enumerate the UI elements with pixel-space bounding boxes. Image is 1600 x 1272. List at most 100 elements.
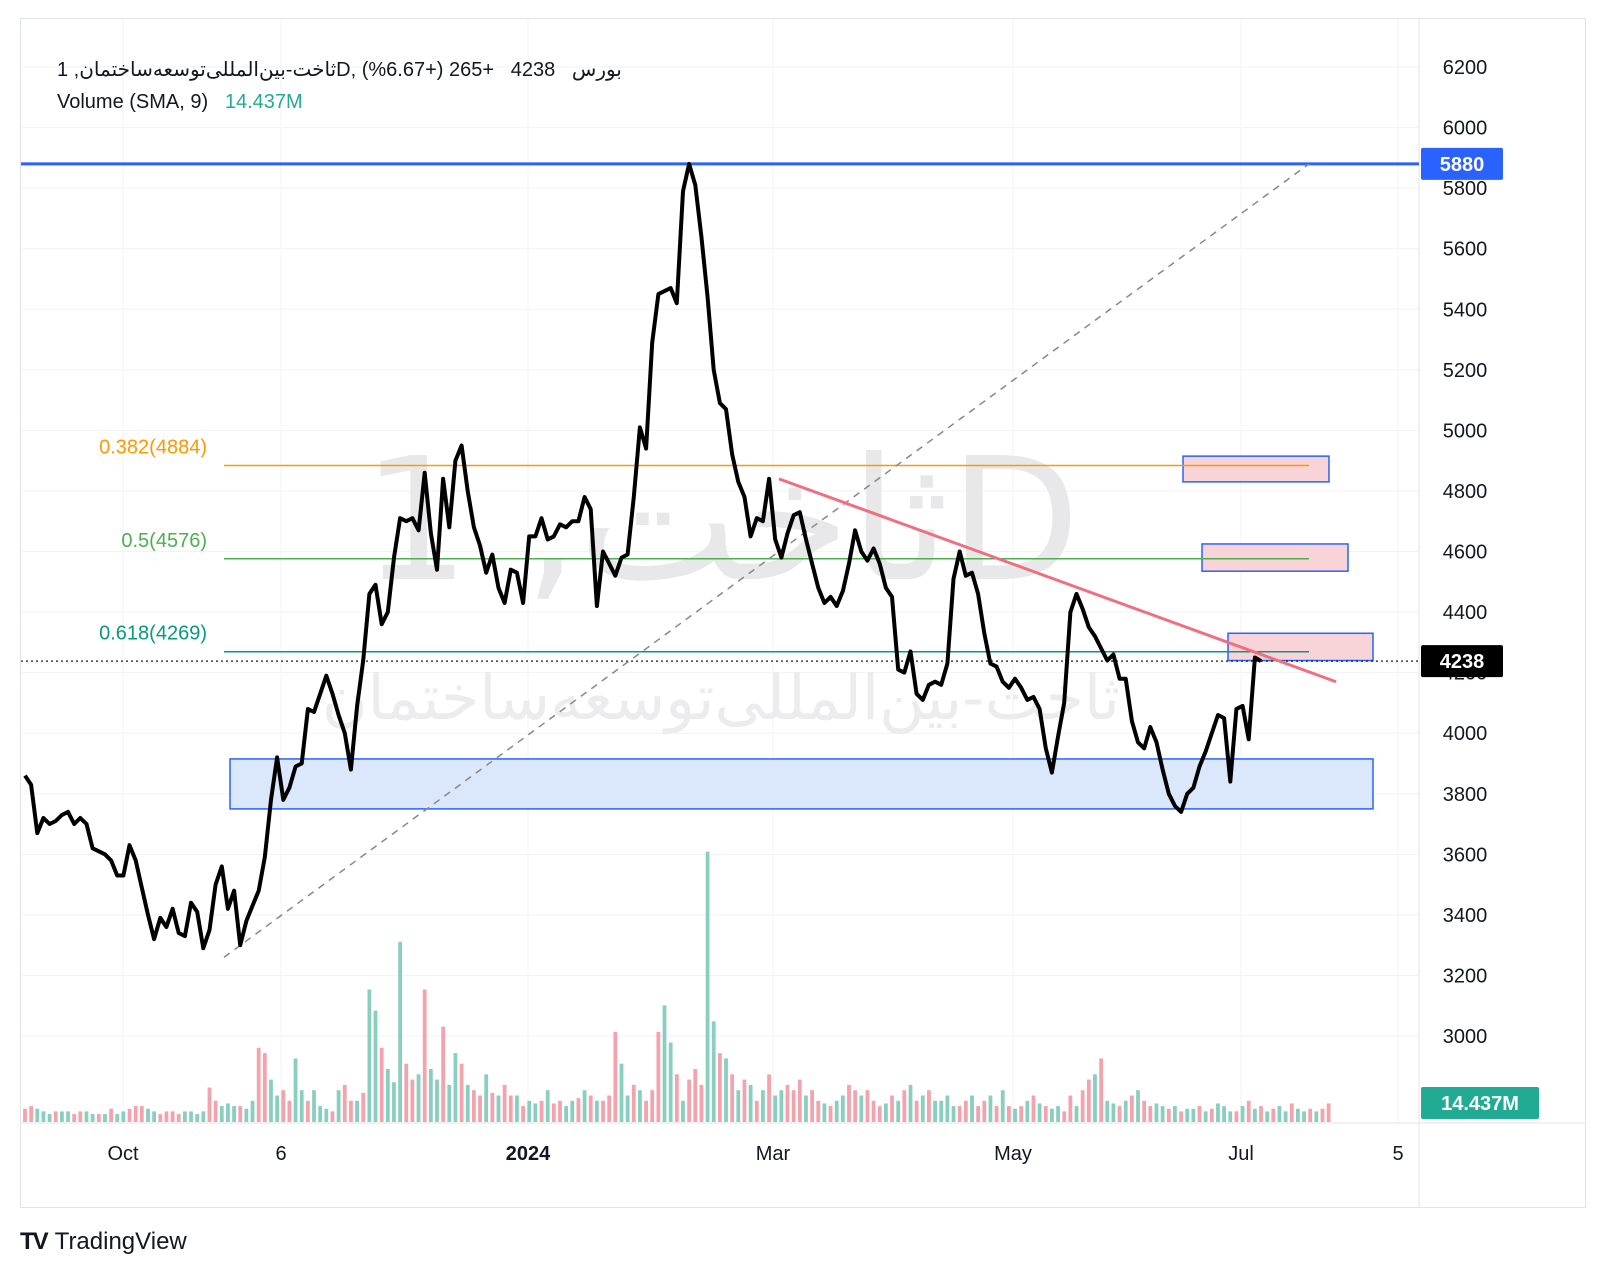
volume-bar	[521, 1106, 525, 1122]
volume-bar	[662, 1005, 667, 1122]
volume-bar	[1252, 1108, 1257, 1122]
y-tick-label: 4400	[1443, 602, 1488, 624]
volume-bar	[1160, 1106, 1165, 1122]
volume-bar	[219, 1106, 224, 1122]
volume-bar	[1222, 1106, 1227, 1122]
volume-bar	[877, 1106, 882, 1122]
resistance-zone-2	[1201, 543, 1349, 572]
volume-bar	[1216, 1103, 1220, 1122]
volume-bar	[373, 1010, 378, 1122]
volume-bar	[828, 1106, 833, 1122]
volume-bar	[668, 1042, 673, 1122]
y-tick-label: 6000	[1443, 118, 1488, 140]
volume-bar	[1105, 1100, 1110, 1122]
y-tick-label: 3200	[1443, 965, 1488, 987]
volume-bar	[1259, 1106, 1263, 1122]
volume-bar	[533, 1103, 538, 1122]
volume-bar	[865, 1090, 870, 1122]
volume-bar	[275, 1095, 280, 1122]
volume-bar	[195, 1114, 200, 1122]
volume-bar	[773, 1095, 778, 1122]
volume-bar	[902, 1090, 907, 1122]
volume-bar	[963, 1100, 968, 1122]
volume-bar	[736, 1090, 741, 1122]
volume-bar	[47, 1114, 52, 1122]
volume-bar	[471, 1090, 476, 1122]
y-tick-label: 3800	[1443, 784, 1488, 806]
volume-bar	[1013, 1108, 1017, 1122]
volume-bar	[1031, 1095, 1036, 1122]
volume-bar	[189, 1111, 193, 1122]
volume-bar	[570, 1100, 575, 1122]
volume-bar	[976, 1106, 981, 1122]
resistance-zone-3	[1227, 632, 1374, 662]
volume-bar	[1136, 1090, 1140, 1122]
volume-bar	[182, 1111, 187, 1122]
volume-bar	[853, 1090, 858, 1122]
volume-bar	[631, 1084, 636, 1122]
volume-bar	[201, 1111, 206, 1122]
legend-volume-label: Volume (SMA, 9)	[57, 91, 209, 113]
fib-diagonal-line	[223, 163, 1310, 958]
volume-bar	[361, 1092, 366, 1122]
x-tick-label: 2024	[506, 1143, 551, 1165]
volume-bar	[1314, 1111, 1319, 1122]
volume-bar	[244, 1108, 249, 1122]
volume-bar	[545, 1090, 550, 1122]
volume-bar	[349, 1100, 353, 1122]
volume-bar	[1006, 1106, 1011, 1122]
legend-last-price: 4238	[510, 59, 556, 81]
price-chart[interactable]: ثاخت, 1D ثاخت-بین‌المللی‌توسعه‌ساختمان 0…	[21, 19, 1585, 1207]
volume-bar	[834, 1100, 839, 1122]
level-badge-5880: 5880	[1440, 154, 1485, 176]
volume-bar	[1000, 1090, 1005, 1122]
volume-bar	[78, 1111, 83, 1122]
drawings	[223, 163, 1337, 958]
volume-badge: 14.437M	[1441, 1093, 1519, 1115]
volume-bar	[133, 1106, 138, 1122]
y-tick-label: 5800	[1443, 178, 1488, 200]
fib-level-label: 0.618(4269)	[99, 623, 207, 645]
volume-bar	[1197, 1106, 1202, 1122]
volume-bar	[398, 941, 403, 1122]
volume-bar	[908, 1084, 913, 1122]
volume-bar	[23, 1108, 27, 1122]
volume-bar	[1056, 1106, 1060, 1122]
volume-bar	[761, 1090, 765, 1122]
volume-bar	[988, 1095, 993, 1122]
levels: 0.382(4884) 0.5(4576) 0.618(4269)	[21, 162, 1419, 662]
volume-bar	[35, 1108, 40, 1122]
volume-bar	[588, 1095, 593, 1122]
volume-bar	[1228, 1111, 1233, 1122]
volume-bar	[933, 1100, 937, 1122]
volume-bar	[859, 1095, 864, 1122]
volume-bar	[1074, 1106, 1079, 1122]
volume-bar	[1111, 1103, 1116, 1122]
volume-bar	[1086, 1079, 1091, 1122]
fib-level-label: 0.382(4884)	[99, 437, 207, 459]
volume-bar	[1320, 1108, 1325, 1122]
volume-bar	[527, 1100, 532, 1122]
volume-bar	[305, 1100, 310, 1122]
y-tick-label: 5400	[1443, 299, 1488, 321]
volume-bar	[982, 1100, 987, 1122]
volume-bar	[453, 1053, 458, 1122]
volume-bar	[625, 1095, 630, 1122]
tradingview-brand[interactable]: TV TradingView	[20, 1228, 187, 1256]
volume-bar	[139, 1106, 144, 1122]
chart-frame: ثاخت, 1D ثاخت-بین‌المللی‌توسعه‌ساختمان 0…	[20, 18, 1586, 1208]
volume-bar	[59, 1111, 64, 1122]
volume-bar	[914, 1100, 919, 1122]
volume-bar	[810, 1090, 815, 1122]
volume-bar	[896, 1100, 901, 1122]
y-tick-label: 3000	[1443, 1026, 1488, 1048]
volume-bar	[1240, 1106, 1245, 1122]
tradingview-name: TradingView	[54, 1228, 187, 1255]
volume-bar	[404, 1063, 409, 1122]
x-tick-label: Jul	[1228, 1143, 1254, 1165]
y-tick-label: 4000	[1443, 723, 1488, 745]
volume-bar	[127, 1108, 132, 1122]
volume-bar	[687, 1079, 692, 1122]
volume-bar	[748, 1084, 753, 1122]
volume-bar	[232, 1106, 236, 1122]
